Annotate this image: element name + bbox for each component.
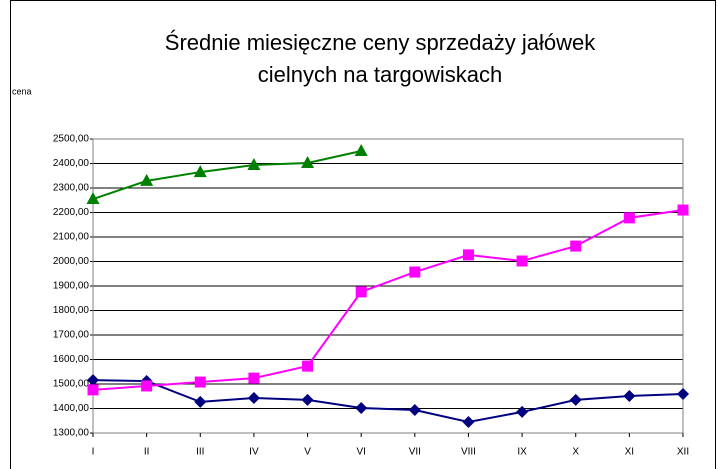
marker bbox=[87, 374, 99, 387]
y-tick-label: 2200,00 bbox=[53, 207, 90, 218]
marker bbox=[677, 204, 689, 216]
y-tick-label: 2000,00 bbox=[53, 256, 90, 267]
marker bbox=[516, 255, 528, 267]
x-tick-label: XII bbox=[677, 447, 689, 458]
y-tick-label: 2300,00 bbox=[53, 183, 90, 194]
marker bbox=[623, 390, 636, 403]
marker bbox=[141, 380, 153, 392]
marker bbox=[516, 405, 529, 418]
x-tick-label: IV bbox=[249, 447, 259, 458]
marker bbox=[301, 393, 314, 406]
x-tick-label: VI bbox=[356, 447, 365, 458]
y-tick-label: 2400,00 bbox=[53, 158, 90, 169]
y-tick-label: 2100,00 bbox=[53, 232, 90, 243]
x-tick-label: I bbox=[92, 447, 95, 458]
marker bbox=[301, 156, 315, 169]
series-line bbox=[92, 209, 684, 391]
marker bbox=[409, 266, 421, 278]
y-tick-label: 1800,00 bbox=[53, 305, 90, 316]
y-tick-label: 1300,00 bbox=[53, 428, 90, 439]
marker bbox=[570, 240, 582, 252]
marker bbox=[623, 212, 635, 224]
y-tick-label: 1700,00 bbox=[53, 330, 90, 341]
marker bbox=[355, 402, 368, 415]
x-tick-label: VIII bbox=[461, 447, 476, 458]
marker bbox=[87, 384, 99, 396]
marker bbox=[247, 391, 260, 404]
x-tick-label: V bbox=[304, 447, 311, 458]
marker bbox=[677, 388, 689, 401]
y-tick-label: 1600,00 bbox=[53, 354, 90, 365]
marker bbox=[140, 173, 154, 186]
x-tick-label: IX bbox=[517, 447, 527, 458]
series-line bbox=[92, 379, 684, 423]
y-tick-label: 1500,00 bbox=[53, 379, 90, 390]
marker bbox=[194, 395, 207, 408]
marker bbox=[302, 360, 314, 372]
x-tick-label: X bbox=[572, 447, 579, 458]
y-tick-label: 1900,00 bbox=[53, 281, 90, 292]
y-tick-label: 1400,00 bbox=[53, 403, 90, 414]
x-tick-label: VII bbox=[409, 447, 421, 458]
y-axis-label: cena bbox=[12, 86, 32, 96]
marker bbox=[86, 192, 100, 205]
marker bbox=[248, 372, 260, 384]
marker bbox=[354, 144, 368, 157]
chart-title: Średnie miesięczne ceny sprzedaży jałówe… bbox=[165, 30, 596, 55]
plot-border bbox=[92, 138, 684, 434]
y-tick-label: 2500,00 bbox=[53, 134, 90, 145]
marker bbox=[462, 415, 475, 428]
chart-title: cielnych na targowiskach bbox=[258, 62, 503, 87]
marker bbox=[569, 393, 582, 406]
marker bbox=[355, 286, 367, 298]
x-tick-label: III bbox=[196, 447, 204, 458]
x-tick-label: XI bbox=[625, 447, 634, 458]
marker bbox=[462, 249, 474, 261]
marker bbox=[193, 165, 207, 178]
marker bbox=[408, 403, 421, 416]
marker bbox=[247, 157, 261, 170]
series-line bbox=[92, 150, 362, 200]
marker bbox=[194, 376, 206, 388]
x-tick-label: II bbox=[144, 447, 150, 458]
